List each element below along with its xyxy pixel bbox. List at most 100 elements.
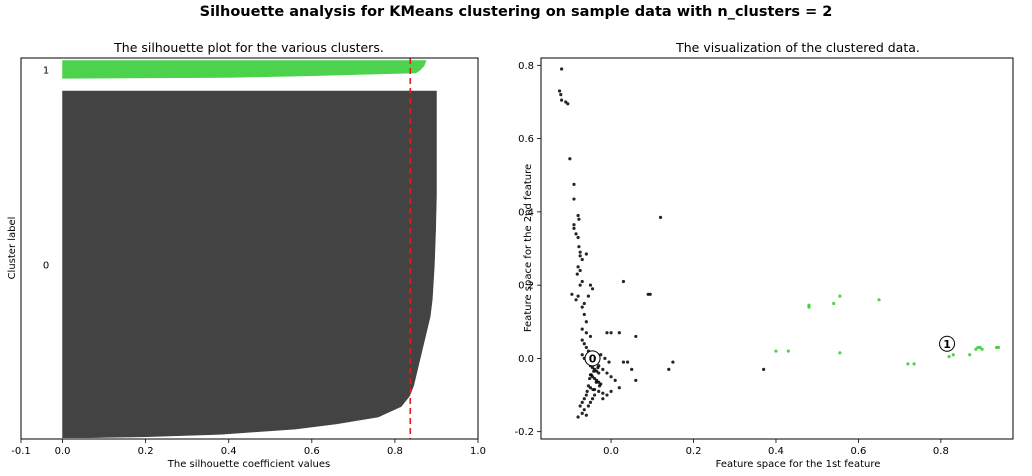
data-point-cluster-0 [586, 294, 591, 298]
data-point-cluster-1 [786, 349, 790, 353]
data-point-cluster-0 [588, 334, 593, 339]
data-point-cluster-0 [578, 254, 582, 258]
cluster-center-label: 1 [943, 338, 951, 351]
scatter-marks [557, 67, 1001, 419]
data-point-cluster-0 [580, 338, 584, 342]
data-point-cluster-0 [574, 298, 578, 302]
silhouette-plot: The silhouette plot for the various clus… [7, 40, 486, 470]
data-point-cluster-0 [667, 367, 671, 371]
scatter-plot-frame [540, 57, 1014, 440]
scatter-y-tick-label: 0.2 [518, 281, 534, 292]
data-point-cluster-1 [978, 345, 982, 350]
data-point-cluster-0 [580, 411, 584, 415]
data-point-cluster-1 [774, 349, 778, 353]
data-point-cluster-0 [557, 89, 562, 93]
data-point-cluster-0 [609, 331, 613, 335]
data-point-cluster-0 [576, 415, 580, 419]
scatter-y-tick-label: 0.6 [518, 134, 534, 145]
silhouette-cluster-0 [62, 90, 437, 439]
data-point-cluster-0 [589, 373, 593, 377]
data-point-cluster-0 [609, 375, 613, 379]
data-point-cluster-0 [648, 292, 652, 296]
cluster-center-label: 0 [589, 352, 597, 365]
scatter-x-tick-label: 0.4 [768, 446, 784, 457]
silhouette-x-tick-label: 0.6 [304, 446, 320, 457]
data-point-cluster-0 [617, 386, 621, 390]
silhouette-x-tick-label: 0.4 [221, 446, 237, 457]
data-point-cluster-0 [592, 393, 597, 397]
silhouette-plot-frame [20, 57, 479, 440]
data-point-cluster-0 [601, 397, 605, 401]
data-point-cluster-0 [597, 371, 601, 375]
data-point-cluster-0 [570, 292, 574, 296]
data-point-cluster-1 [951, 353, 955, 357]
data-point-cluster-0 [560, 98, 564, 102]
data-point-cluster-0 [572, 226, 576, 230]
data-point-cluster-0 [580, 305, 584, 309]
data-point-cluster-0 [601, 391, 605, 395]
data-point-cluster-0 [564, 100, 568, 104]
data-point-cluster-0 [584, 345, 588, 350]
data-point-cluster-0 [566, 102, 570, 106]
data-point-cluster-0 [586, 384, 591, 388]
data-point-cluster-0 [607, 360, 611, 364]
scatter-y-axis-label: Feature space for the 2nd feature [523, 164, 534, 332]
silhouette-x-ticks: -0.1 0.0 0.2 0.4 0.6 0.8 1.0 [11, 439, 486, 457]
data-point-cluster-0 [621, 360, 626, 364]
data-point-cluster-0 [595, 369, 599, 373]
silhouette-x-tick-label: 0.8 [387, 446, 403, 457]
data-point-cluster-0 [588, 376, 592, 381]
silhouette-x-tick-label: 0.2 [138, 446, 154, 457]
data-point-cluster-0 [597, 384, 602, 388]
data-point-cluster-0 [578, 268, 582, 273]
data-point-cluster-0 [578, 283, 582, 287]
data-point-cluster-0 [590, 287, 595, 291]
data-point-cluster-1 [807, 303, 811, 307]
scatter-y-tick-label: 0.4 [518, 207, 534, 218]
cluster-center-marker [584, 350, 601, 367]
data-point-cluster-0 [580, 400, 584, 404]
figure-suptitle: Silhouette analysis for KMeans clusterin… [199, 4, 833, 20]
data-point-cluster-0 [591, 387, 595, 392]
data-point-cluster-0 [584, 252, 588, 256]
silhouette-cluster-1 [62, 60, 427, 79]
data-point-cluster-0 [586, 404, 591, 408]
data-point-cluster-0 [605, 371, 609, 375]
data-point-cluster-0 [585, 389, 589, 393]
silhouette-plot-title: The silhouette plot for the various clus… [113, 40, 384, 55]
data-point-cluster-0 [578, 250, 582, 254]
silhouette-x-tick-label: -0.1 [11, 446, 31, 457]
data-point-cluster-0 [605, 393, 609, 397]
silhouette-x-tick-label: 1.0 [470, 446, 486, 457]
data-point-cluster-0 [582, 408, 586, 412]
data-point-cluster-1 [838, 294, 842, 298]
data-point-cluster-0 [572, 182, 576, 186]
silhouette-x-axis-label: The silhouette coefficient values [167, 459, 331, 470]
data-point-cluster-0 [588, 400, 593, 404]
data-point-cluster-0 [577, 245, 581, 249]
data-point-cluster-1 [968, 353, 972, 357]
scatter-y-tick-label: -0.2 [514, 427, 534, 438]
data-point-cluster-1 [838, 351, 842, 355]
data-point-cluster-0 [597, 389, 601, 393]
scatter-x-tick-label: 0.0 [603, 446, 619, 457]
silhouette-x-tick-label: 0.0 [55, 446, 71, 457]
data-point-cluster-0 [621, 279, 626, 284]
data-point-cluster-0 [605, 331, 609, 335]
data-point-cluster-0 [584, 413, 588, 417]
data-point-cluster-0 [584, 320, 588, 324]
data-point-cluster-0 [658, 215, 663, 219]
data-point-cluster-0 [568, 157, 572, 161]
data-point-cluster-0 [671, 360, 675, 364]
data-point-cluster-0 [560, 67, 564, 71]
data-point-cluster-0 [634, 334, 638, 339]
data-point-cluster-0 [575, 272, 579, 276]
cluster-centers: 01 [584, 335, 956, 367]
data-point-cluster-0 [580, 279, 584, 284]
data-point-cluster-0 [594, 380, 598, 384]
data-point-cluster-1 [974, 347, 978, 351]
data-point-cluster-0 [603, 356, 607, 361]
data-point-cluster-0 [625, 360, 630, 364]
data-point-cluster-0 [597, 380, 601, 384]
